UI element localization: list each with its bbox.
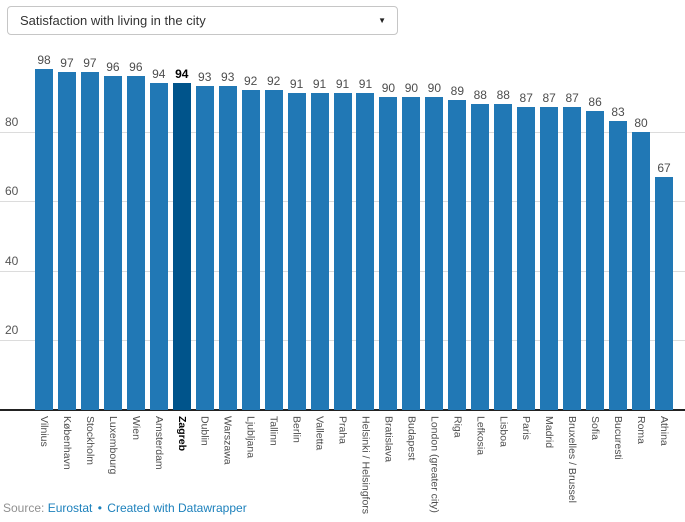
bar-value-label: 67 (657, 160, 671, 175)
bar-madrid[interactable] (540, 107, 559, 410)
x-axis-label: Berlin (290, 416, 303, 443)
bar-value-label: 97 (83, 56, 97, 71)
x-axis-label: Riga (451, 416, 464, 438)
bar-value-label: 87 (519, 91, 533, 106)
x-axis-label: Stockholm (83, 416, 96, 466)
bar-wien[interactable] (126, 75, 145, 410)
footer-separator: • (97, 501, 102, 515)
bar-value-label: 89 (450, 84, 464, 99)
bar-value-label: 80 (634, 115, 648, 130)
bar-value-label: 83 (611, 105, 625, 120)
bar-value-label: 88 (473, 87, 487, 102)
bar-value-label: 92 (266, 73, 281, 88)
x-axis-label: Helsinki / Helsingfors (359, 416, 372, 515)
x-axis-label: Tallinn (267, 416, 280, 446)
y-tick-label: 60 (5, 184, 19, 199)
bar-value-label: 96 (129, 59, 143, 74)
bar-value-label: 98 (37, 52, 51, 67)
bar-amsterdam[interactable] (149, 82, 168, 410)
bar-value-label: 87 (565, 91, 579, 106)
bar-paris[interactable] (517, 107, 536, 410)
bar-value-label: 88 (496, 87, 510, 102)
x-axis-label: Lisboa (497, 416, 510, 447)
bar-praha[interactable] (333, 93, 352, 410)
bar-value-label: 94 (152, 66, 166, 81)
bar-berlin[interactable] (287, 93, 306, 410)
bar-warszawa[interactable] (218, 86, 237, 410)
bar-luxembourg[interactable] (103, 75, 122, 410)
bar-dublin[interactable] (195, 86, 214, 410)
bar-value-label: 91 (335, 77, 350, 92)
x-axis-label: Ljubljana (244, 416, 257, 459)
bar-value-label: 92 (243, 73, 258, 88)
bar-lefkosia[interactable] (471, 103, 490, 410)
bar-value-label: 90 (404, 80, 419, 95)
x-axis-label: Warszawa (221, 416, 234, 465)
y-tick-label: 20 (5, 323, 19, 338)
x-axis-label: Bruxelles / Brussel (566, 416, 579, 503)
x-axis-label: Bratislava (382, 416, 395, 463)
bar-vilnius[interactable] (35, 68, 53, 410)
source-label: Source: (3, 501, 45, 515)
x-axis-label: Dublin (198, 416, 211, 446)
x-axis-label: Athina (658, 416, 670, 446)
bar-value-label: 86 (588, 94, 602, 109)
bar-bruxelles-brussel[interactable] (563, 107, 582, 410)
x-axis-label: Wien (129, 416, 142, 440)
y-tick-label: 40 (5, 253, 19, 268)
x-axis-label: Sofia (589, 416, 602, 440)
x-axis-label: København (60, 416, 73, 470)
bar-bratislava[interactable] (379, 96, 398, 410)
datawrapper-credit-link[interactable]: Created with Datawrapper (107, 501, 247, 515)
bar-athina[interactable] (655, 176, 673, 410)
chevron-down-icon: ▼ (378, 16, 386, 25)
x-axis-label: Luxembourg (106, 416, 119, 475)
bar-value-label: 93 (221, 70, 235, 85)
bar-value-label: 91 (289, 77, 304, 92)
bar-sofia[interactable] (586, 110, 605, 410)
x-axis-label: London (greater city) (428, 416, 441, 513)
bar-k-benhavn[interactable] (57, 72, 76, 410)
x-axis-label: Vilnius (38, 416, 50, 447)
bar-ljubljana[interactable] (241, 89, 260, 410)
metric-select-value: Satisfaction with living in the city (20, 13, 206, 28)
source-link[interactable]: Eurostat (47, 501, 93, 515)
bar-bucuresti[interactable] (609, 121, 628, 410)
bar-stockholm[interactable] (80, 72, 99, 410)
x-axis-label: Budapest (405, 416, 418, 461)
x-axis-label: Valletta (313, 416, 326, 451)
bar-value-label: 90 (381, 80, 396, 95)
footer: Source: Eurostat • Created with Datawrap… (3, 501, 247, 515)
bar-tallinn[interactable] (264, 89, 283, 410)
bar-valletta[interactable] (310, 93, 329, 410)
x-axis-label: Zagreb (175, 416, 188, 452)
bar-value-label: 93 (198, 70, 212, 85)
bar-lisboa[interactable] (494, 103, 513, 410)
bar-helsinki-helsingfors[interactable] (356, 93, 375, 410)
y-tick-label: 80 (5, 114, 19, 129)
bar-value-label: 94 (175, 66, 189, 81)
metric-select[interactable]: Satisfaction with living in the city ▼ (7, 6, 398, 35)
bar-value-label: 91 (358, 77, 373, 92)
bar-budapest[interactable] (402, 96, 421, 410)
x-axis-label: Madrid (543, 416, 556, 449)
x-axis-label: Amsterdam (152, 416, 165, 470)
x-axis-label: Lefkosia (474, 416, 487, 456)
x-axis-label: Paris (520, 416, 533, 440)
bar-riga[interactable] (448, 100, 467, 410)
x-axis-label: Roma (635, 416, 648, 445)
x-axis-label: Bucuresti (612, 416, 625, 460)
bar-value-label: 96 (106, 59, 120, 74)
bar-value-label: 91 (312, 77, 327, 92)
bar-value-label: 97 (60, 56, 74, 71)
bar-value-label: 90 (427, 80, 442, 95)
bar-zagreb[interactable] (172, 82, 191, 410)
x-axis-label: Praha (336, 416, 349, 445)
bar-value-label: 87 (542, 91, 556, 106)
bar-roma[interactable] (632, 131, 651, 410)
bar-london-greater-city[interactable] (425, 96, 444, 410)
x-axis-line (0, 409, 685, 411)
